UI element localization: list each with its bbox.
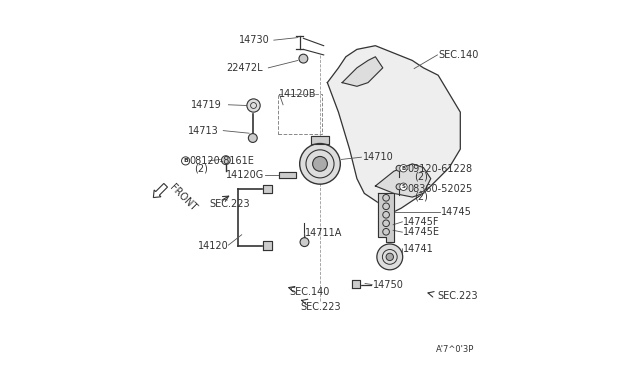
Text: 14719: 14719 <box>191 100 222 110</box>
Polygon shape <box>342 57 383 86</box>
Text: 14711A: 14711A <box>305 228 342 238</box>
Circle shape <box>247 99 260 112</box>
Bar <box>278 94 322 134</box>
Circle shape <box>396 165 402 171</box>
Text: 14741: 14741 <box>403 244 434 254</box>
Text: FRONT: FRONT <box>168 183 198 213</box>
Circle shape <box>248 134 257 142</box>
Text: 14745F: 14745F <box>403 217 440 227</box>
Circle shape <box>300 238 309 247</box>
Text: 09120-61228: 09120-61228 <box>408 164 473 174</box>
Text: SEC.223: SEC.223 <box>437 291 478 301</box>
Text: A'7^0'3P: A'7^0'3P <box>436 345 474 354</box>
Circle shape <box>396 184 402 190</box>
Circle shape <box>182 157 189 165</box>
Polygon shape <box>353 280 360 288</box>
Text: 14713: 14713 <box>188 126 218 136</box>
Text: B: B <box>183 158 188 163</box>
Text: SEC.140: SEC.140 <box>290 287 330 297</box>
Circle shape <box>300 144 340 184</box>
Text: 14710: 14710 <box>362 152 393 162</box>
Text: SEC.223: SEC.223 <box>301 302 341 312</box>
Circle shape <box>386 253 394 260</box>
Text: (2): (2) <box>414 191 428 201</box>
Polygon shape <box>263 241 272 250</box>
Text: 14750: 14750 <box>372 280 404 289</box>
Circle shape <box>221 156 230 164</box>
Circle shape <box>400 164 407 172</box>
Text: 14745: 14745 <box>441 207 472 217</box>
Polygon shape <box>376 164 431 197</box>
Text: 14730: 14730 <box>239 35 270 45</box>
Text: 14120B: 14120B <box>280 89 317 99</box>
Text: 14745E: 14745E <box>403 227 440 237</box>
Text: 08120-8161E: 08120-8161E <box>189 156 254 166</box>
Text: 08360-52025: 08360-52025 <box>408 184 473 194</box>
Polygon shape <box>263 185 272 193</box>
Circle shape <box>377 244 403 270</box>
Circle shape <box>299 54 308 63</box>
Circle shape <box>312 157 328 171</box>
Polygon shape <box>328 46 460 212</box>
Text: B: B <box>401 166 406 171</box>
Polygon shape <box>378 193 394 242</box>
Polygon shape <box>280 172 296 178</box>
Text: 14120G: 14120G <box>227 170 264 180</box>
Text: 14120: 14120 <box>198 241 228 251</box>
Polygon shape <box>311 136 329 144</box>
Text: (2): (2) <box>194 163 207 173</box>
Text: S: S <box>401 184 406 189</box>
FancyArrow shape <box>154 183 168 198</box>
Text: 22472L: 22472L <box>226 63 263 73</box>
Text: SEC.140: SEC.140 <box>438 50 479 60</box>
Circle shape <box>400 183 407 190</box>
Text: (2): (2) <box>414 172 428 182</box>
Text: SEC.223: SEC.223 <box>209 199 250 209</box>
